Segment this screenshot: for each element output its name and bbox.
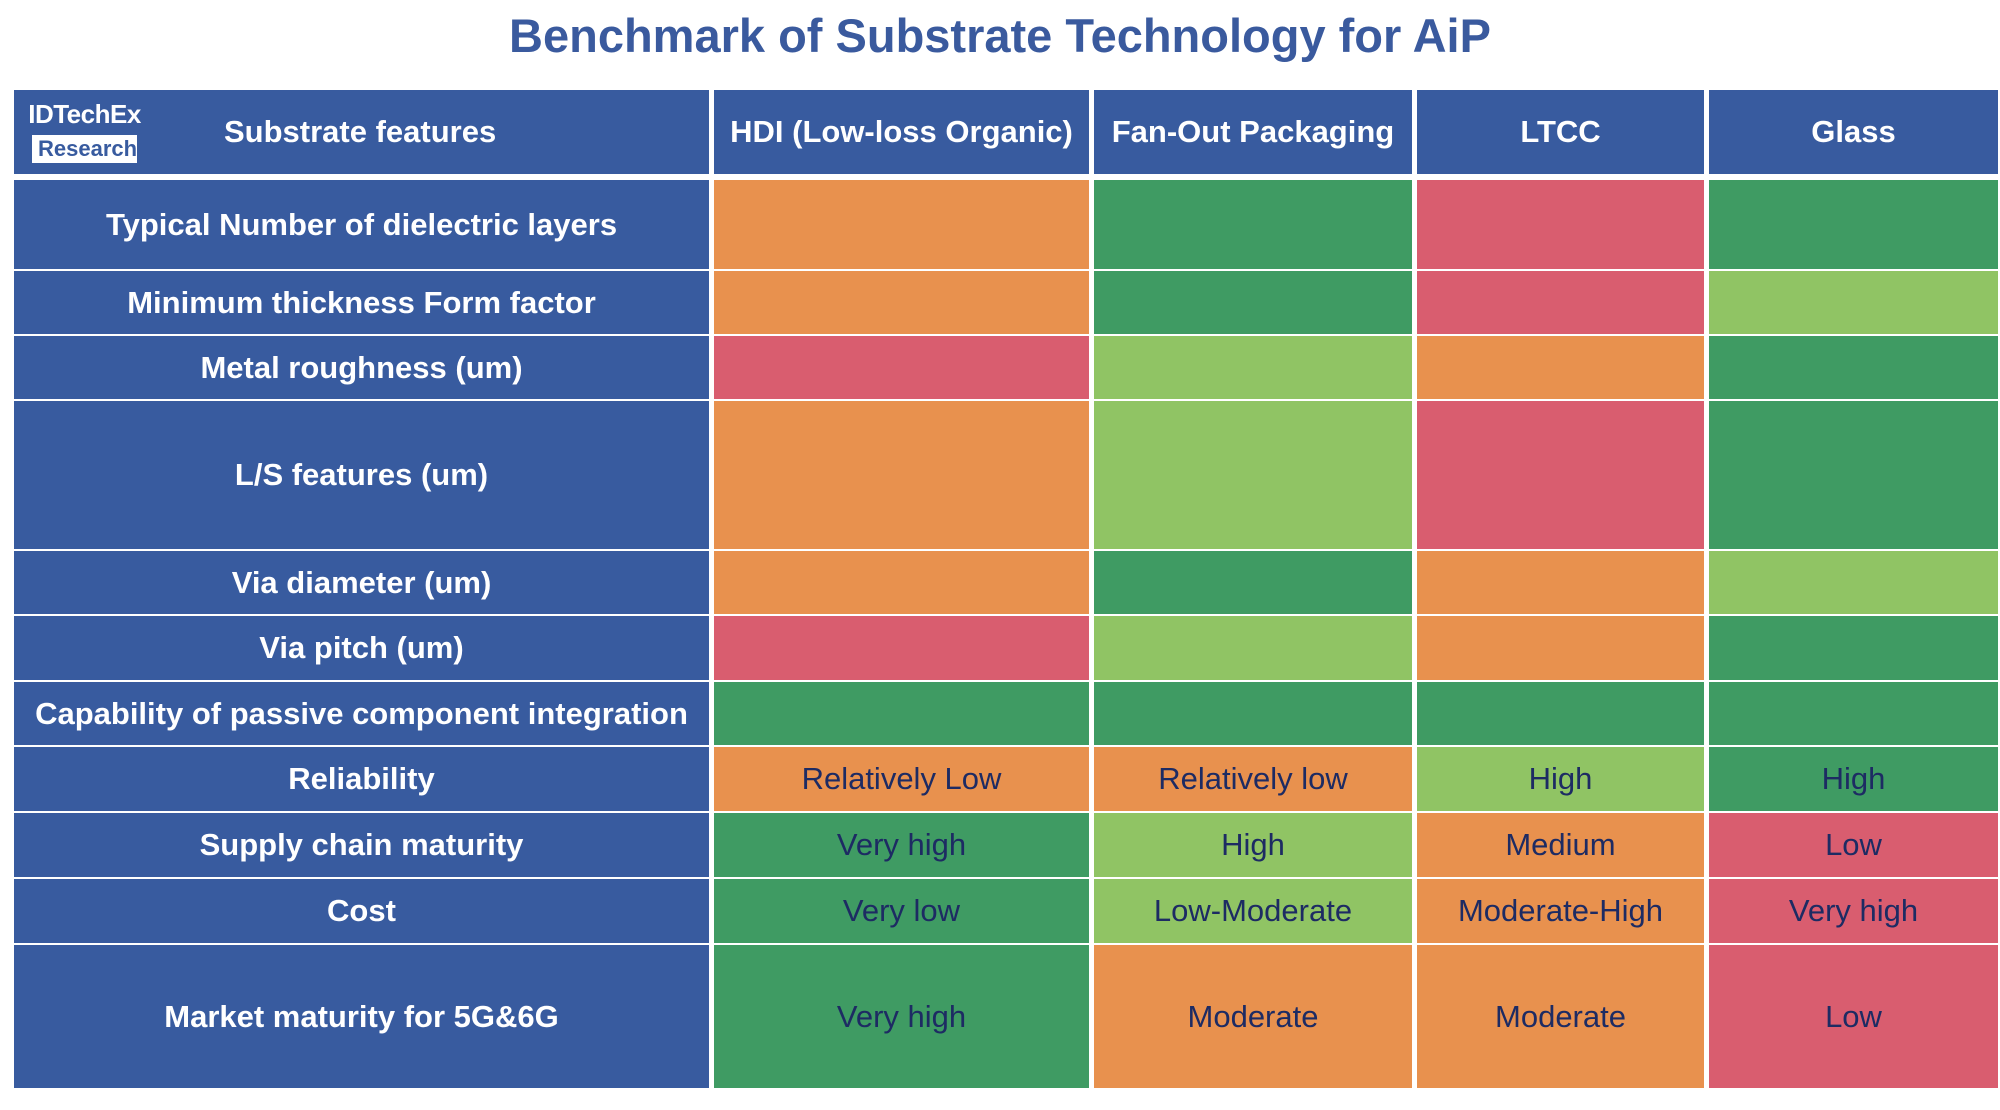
rating-cell-ltcc <box>1417 551 1706 616</box>
rating-cell-ltcc <box>1417 336 1706 401</box>
rating-cell-glass <box>1709 682 2000 747</box>
logo-line2: Research <box>32 135 137 163</box>
idtechex-logo: IDTechEx Research <box>26 100 143 164</box>
header-fan-out: Fan-Out Packaging <box>1094 90 1414 180</box>
rating-cell-ltcc <box>1417 401 1706 551</box>
rating-cell-glass <box>1709 401 2000 551</box>
rating-cell-hdi <box>714 180 1091 271</box>
header-corner-cell: IDTechEx Research Substrate features <box>14 90 711 180</box>
rating-cell-glass <box>1709 180 2000 271</box>
row-label: L/S features (um) <box>14 401 711 551</box>
rating-cell-glass: Low <box>1709 813 2000 879</box>
benchmark-table: IDTechEx Research Substrate features HDI… <box>14 90 2000 1090</box>
rating-cell-fan-out <box>1094 336 1414 401</box>
rating-cell-ltcc <box>1417 682 1706 747</box>
rating-cell-glass: Very high <box>1709 879 2000 945</box>
row-label: Metal roughness (um) <box>14 336 711 401</box>
header-substrate-features: Substrate features <box>224 114 497 149</box>
rating-cell-fan-out: High <box>1094 813 1414 879</box>
rating-cell-glass <box>1709 271 2000 336</box>
rating-cell-glass <box>1709 616 2000 682</box>
row-label: Cost <box>14 879 711 945</box>
header-ltcc: LTCC <box>1417 90 1706 180</box>
rating-cell-hdi <box>714 551 1091 616</box>
rating-cell-glass <box>1709 551 2000 616</box>
rating-cell-ltcc: High <box>1417 747 1706 813</box>
rating-cell-fan-out <box>1094 401 1414 551</box>
row-label: Reliability <box>14 747 711 813</box>
rating-cell-fan-out: Relatively low <box>1094 747 1414 813</box>
rating-cell-glass: Low <box>1709 945 2000 1090</box>
rating-cell-fan-out: Moderate <box>1094 945 1414 1090</box>
rating-cell-fan-out <box>1094 551 1414 616</box>
rating-cell-fan-out <box>1094 271 1414 336</box>
rating-cell-ltcc <box>1417 616 1706 682</box>
rating-cell-ltcc: Moderate <box>1417 945 1706 1090</box>
rating-cell-hdi: Relatively Low <box>714 747 1091 813</box>
rating-cell-fan-out <box>1094 616 1414 682</box>
row-label: Capability of passive component integrat… <box>14 682 711 747</box>
rating-cell-ltcc: Moderate-High <box>1417 879 1706 945</box>
row-label: Minimum thickness Form factor <box>14 271 711 336</box>
header-hdi: HDI (Low-loss Organic) <box>714 90 1091 180</box>
rating-cell-hdi <box>714 271 1091 336</box>
rating-cell-hdi: Very low <box>714 879 1091 945</box>
rating-cell-ltcc <box>1417 271 1706 336</box>
row-label: Via diameter (um) <box>14 551 711 616</box>
rating-cell-ltcc: Medium <box>1417 813 1706 879</box>
rating-cell-glass <box>1709 336 2000 401</box>
rating-cell-fan-out: Low-Moderate <box>1094 879 1414 945</box>
rating-cell-glass: High <box>1709 747 2000 813</box>
rating-cell-fan-out <box>1094 682 1414 747</box>
rating-cell-ltcc <box>1417 180 1706 271</box>
row-label: Typical Number of dielectric layers <box>14 180 711 271</box>
row-label: Via pitch (um) <box>14 616 711 682</box>
rating-cell-hdi <box>714 336 1091 401</box>
logo-line1: IDTechEx <box>28 99 141 129</box>
rating-cell-fan-out <box>1094 180 1414 271</box>
page-title: Benchmark of Substrate Technology for Ai… <box>509 9 1491 62</box>
rating-cell-hdi: Very high <box>714 813 1091 879</box>
rating-cell-hdi <box>714 616 1091 682</box>
rating-cell-hdi <box>714 401 1091 551</box>
rating-cell-hdi: Very high <box>714 945 1091 1090</box>
row-label: Supply chain maturity <box>14 813 711 879</box>
header-glass: Glass <box>1709 90 2000 180</box>
rating-cell-hdi <box>714 682 1091 747</box>
row-label: Market maturity for 5G&6G <box>14 945 711 1090</box>
